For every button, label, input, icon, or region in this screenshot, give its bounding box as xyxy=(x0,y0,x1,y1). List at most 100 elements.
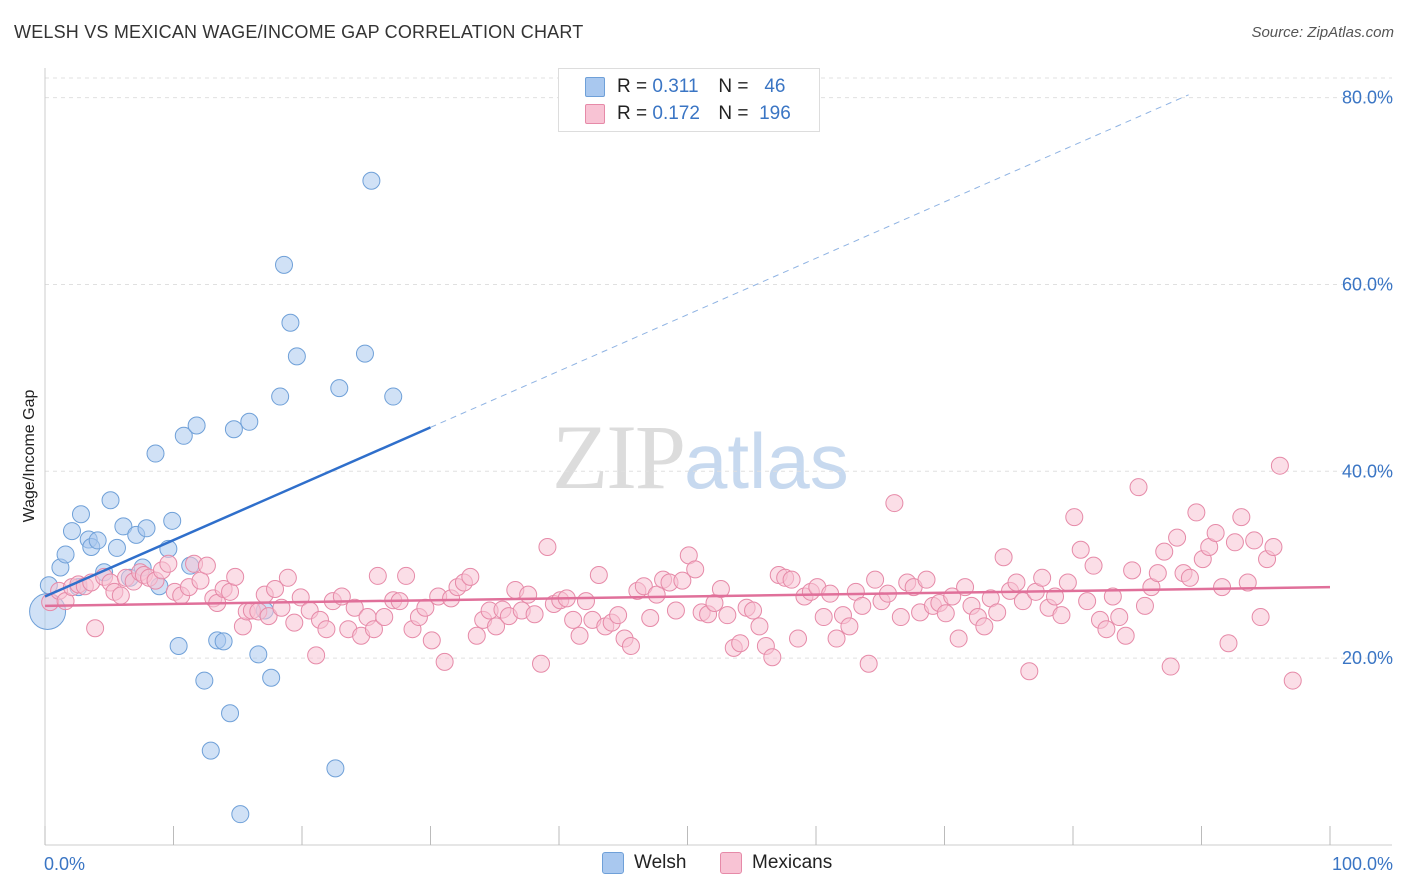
mexicans-point xyxy=(718,606,737,625)
mexicans-point xyxy=(1123,561,1142,580)
mexicans-point xyxy=(840,617,859,636)
welsh-point xyxy=(214,632,233,651)
y-tick-label: 60.0% xyxy=(1342,274,1393,294)
mexicans-point xyxy=(1065,508,1084,527)
mexicans-point xyxy=(570,626,589,645)
legend-swatch-mexicans xyxy=(720,852,742,874)
welsh-point xyxy=(195,671,214,690)
welsh-point xyxy=(281,313,300,332)
legend-row-welsh: R = 0.311 N = 46 xyxy=(585,75,785,99)
y-tick-label: 80.0% xyxy=(1342,88,1393,108)
mexicans-point xyxy=(226,567,245,586)
mexicans-point xyxy=(975,617,994,636)
mexicans-point xyxy=(711,580,730,599)
mexicans-point xyxy=(1187,503,1206,522)
mexicans-point xyxy=(422,631,441,650)
mexicans-point xyxy=(86,619,105,638)
legend-item-mexicans[interactable]: Mexicans xyxy=(720,852,832,874)
welsh-point xyxy=(187,416,206,435)
mexicans-point xyxy=(827,629,846,648)
welsh-point xyxy=(384,387,403,406)
mexicans-point xyxy=(307,646,326,665)
y-tick-label: 20.0% xyxy=(1342,648,1393,668)
watermark-atlas: atlas xyxy=(684,417,849,505)
mexicans-point xyxy=(364,620,383,639)
mexicans-point xyxy=(885,494,904,513)
mexicans-point xyxy=(1007,573,1026,592)
mexicans-point xyxy=(525,605,544,624)
mexicans-point xyxy=(789,629,808,648)
x-tick-label: 100.0% xyxy=(1332,854,1393,874)
mexicans-point xyxy=(1251,608,1270,627)
legend-n-value: 196 xyxy=(759,103,791,124)
mexicans-point xyxy=(285,613,304,632)
welsh-trend-extension xyxy=(430,94,1189,428)
mexicans-point xyxy=(1264,537,1283,556)
mexicans-point xyxy=(191,571,210,590)
mexicans-point xyxy=(1219,634,1238,653)
welsh-point xyxy=(62,522,81,541)
mexicans-point xyxy=(345,598,364,617)
welsh-point xyxy=(240,412,259,431)
mexicans-point xyxy=(1020,662,1039,681)
mexicans-point xyxy=(1052,606,1071,625)
mexicans-point xyxy=(744,601,763,620)
mexicans-point xyxy=(731,634,750,653)
mexicans-point xyxy=(994,548,1013,567)
mexicans-point xyxy=(853,596,872,615)
legend-n-label: N = xyxy=(718,76,749,97)
welsh-point xyxy=(221,704,240,723)
mexicans-point xyxy=(1110,608,1129,627)
welsh-point xyxy=(231,805,250,824)
mexicans-points xyxy=(41,456,1302,690)
mexicans-point xyxy=(1245,531,1264,550)
mexicans-point xyxy=(221,582,240,601)
mexicans-point xyxy=(647,585,666,604)
welsh-point xyxy=(330,379,349,398)
mexicans-point xyxy=(368,566,387,585)
mexicans-point xyxy=(859,654,878,673)
mexicans-point xyxy=(1238,573,1257,592)
mexicans-point xyxy=(1078,592,1097,611)
mexicans-point xyxy=(936,604,955,623)
welsh-point xyxy=(249,645,268,664)
legend-r-label: R = xyxy=(617,103,648,124)
mexicans-point xyxy=(686,560,705,579)
welsh-point xyxy=(169,637,188,656)
mexicans-point xyxy=(634,577,653,596)
legend-n-value: 46 xyxy=(764,76,786,97)
legend-r-value: 0.172 xyxy=(652,103,700,124)
mexicans-point xyxy=(1270,456,1289,475)
mexicans-point xyxy=(538,537,557,556)
mexicans-point xyxy=(576,592,595,611)
welsh-point xyxy=(271,387,290,406)
welsh-point xyxy=(174,426,193,445)
mexicans-point xyxy=(564,610,583,629)
mexicans-point xyxy=(1116,626,1135,645)
legend-n-label: N = xyxy=(718,103,749,124)
legend-item-welsh[interactable]: Welsh xyxy=(602,852,686,874)
mexicans-point xyxy=(1135,596,1154,615)
y-tick-label: 40.0% xyxy=(1342,461,1393,481)
watermark-zip: ZIP xyxy=(552,406,686,508)
mexicans-point xyxy=(461,567,480,586)
mexicans-point xyxy=(278,568,297,587)
welsh-point xyxy=(101,491,120,510)
series-legend: Welsh Mexicans xyxy=(0,852,1406,878)
mexicans-point xyxy=(259,607,278,626)
mexicans-point xyxy=(467,626,486,645)
legend-label-mexicans: Mexicans xyxy=(752,852,833,873)
mexicans-point xyxy=(266,580,285,599)
legend-swatch-welsh xyxy=(602,852,624,874)
mexicans-point xyxy=(375,608,394,627)
mexicans-point xyxy=(1084,556,1103,575)
mexicans-point xyxy=(609,606,628,625)
welsh-trend-line xyxy=(44,426,432,598)
mexicans-point xyxy=(666,601,685,620)
x-tick-label: 0.0% xyxy=(44,854,85,874)
mexicans-point xyxy=(1225,533,1244,552)
y-axis-label: Wage/Income Gap xyxy=(21,390,38,523)
source-label: Source: ZipAtlas.com xyxy=(1251,24,1394,41)
mexicans-point xyxy=(1129,478,1148,497)
